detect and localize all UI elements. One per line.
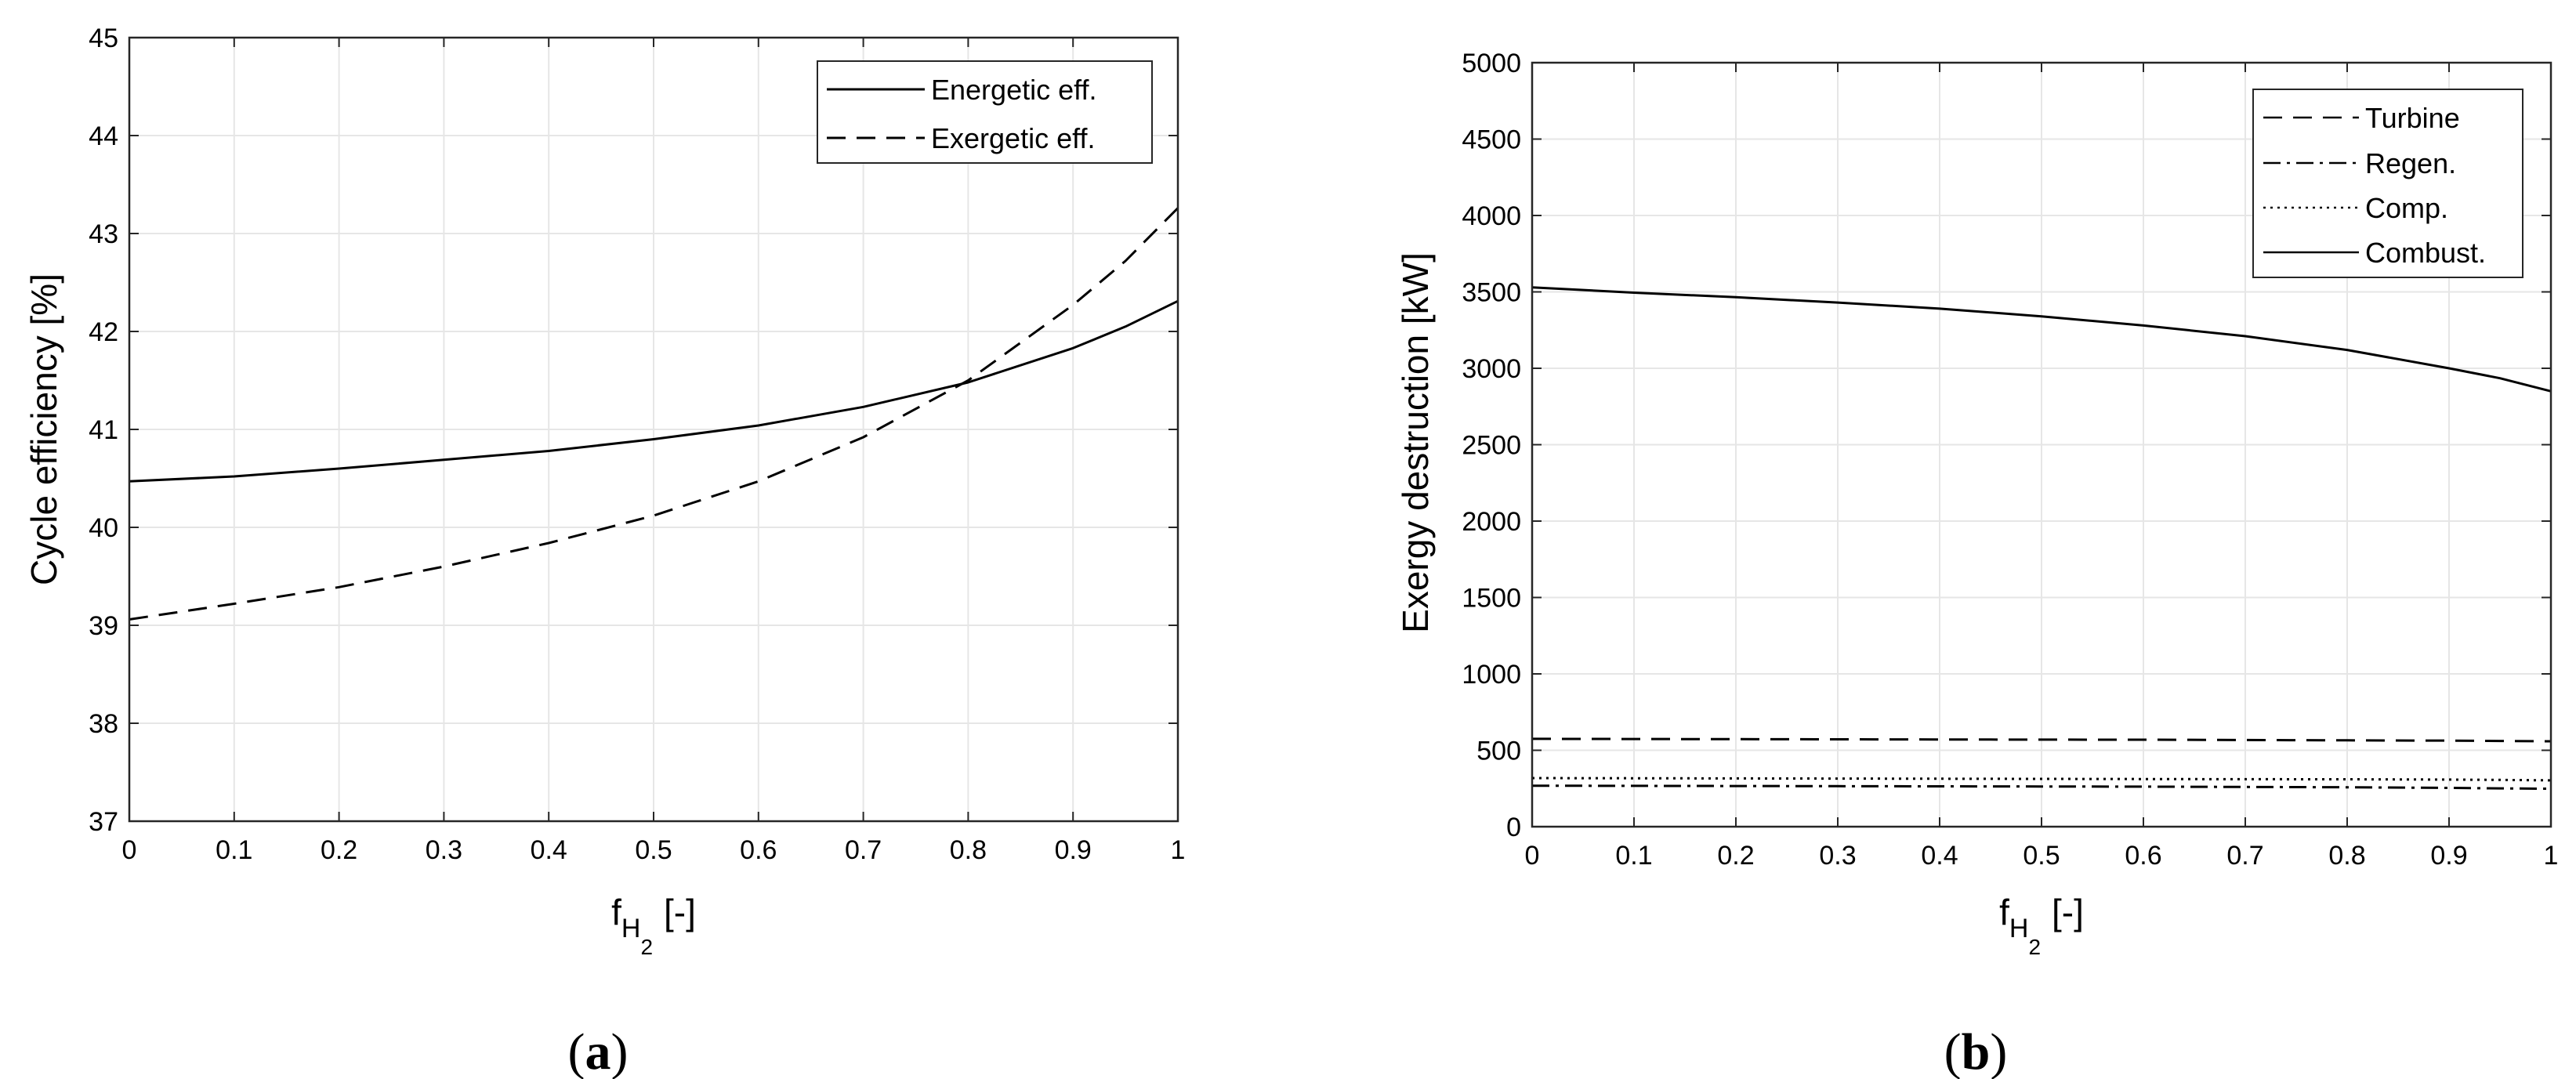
y-tick-label: 44	[89, 121, 118, 151]
legend-label-combust: Combust.	[2365, 237, 2486, 269]
y-tick-label: 39	[89, 611, 118, 641]
x-tick-label: 0.5	[635, 835, 672, 865]
y-tick-label: 0	[1506, 813, 1521, 842]
y-tick-label: 2000	[1462, 507, 1521, 537]
x-tick-label: 1	[2544, 841, 2559, 871]
x-tick-label: 0.8	[2328, 841, 2365, 871]
x-tick-label: 0.7	[2226, 841, 2263, 871]
x-tick-label: 0.4	[1921, 841, 1958, 871]
y-tick-labels: 0 500 1000 1500 2000 2500 3000 3500 4000 4500 5000	[1462, 49, 1521, 842]
series-layer	[129, 207, 1179, 621]
y-tick-label: 42	[89, 317, 118, 347]
legend-label-energetic-eff: Energetic eff.	[931, 74, 1096, 106]
series-line-regen	[1531, 784, 2552, 791]
x-axis-label: fH2[-]	[1999, 892, 2084, 959]
x-tick-label: 0.2	[321, 835, 357, 865]
y-tick-label: 4000	[1462, 201, 1521, 231]
panel-label-b: (b)	[1944, 1023, 2008, 1079]
y-tick-label: 43	[89, 219, 118, 249]
ticks	[1531, 62, 2552, 827]
y-tick-label: 4500	[1462, 125, 1521, 155]
y-tick-labels: 37 38 39 40 41 42 43 44 45	[89, 24, 118, 837]
y-tick-label: 2500	[1462, 431, 1521, 461]
y-tick-label: 37	[89, 807, 118, 837]
legend-label-exergetic-eff: Exergetic eff.	[931, 122, 1095, 154]
x-tick-labels: 0 0.1 0.2 0.3 0.4 0.5 0.6 0.7 0.8 0.9 1	[1525, 841, 2559, 871]
series-line-combust	[1531, 286, 2552, 393]
x-tick-label: 1	[1171, 835, 1186, 865]
y-tick-label: 45	[89, 24, 118, 53]
y-tick-label: 5000	[1462, 49, 1521, 78]
y-tick-label: 3000	[1462, 354, 1521, 384]
x-tick-label: 0.4	[531, 835, 567, 865]
x-tick-label: 0.9	[2430, 841, 2467, 871]
series-line-turbine	[1531, 737, 2552, 743]
x-tick-label: 0.6	[740, 835, 777, 865]
x-tick-labels: 0 0.1 0.2 0.3 0.4 0.5 0.6 0.7 0.8 0.9 1	[122, 835, 1186, 865]
x-tick-label: 0.9	[1055, 835, 1092, 865]
x-tick-label: 0.2	[1717, 841, 1754, 871]
y-tick-label: 3500	[1462, 278, 1521, 308]
x-tick-label: 0.1	[216, 835, 252, 865]
panel-label-a: (a)	[568, 1023, 629, 1079]
y-tick-label: 1000	[1462, 660, 1521, 690]
legend-box	[817, 60, 1153, 164]
y-tick-label: 40	[89, 513, 118, 543]
panel-a-cycle-efficiency: 0 0.1 0.2 0.3 0.4 0.5 0.6 0.7 0.8 0.9 1 37 38 39 40 41…	[24, 24, 1185, 1079]
legend-label-comp: Comp.	[2365, 192, 2448, 224]
x-tick-label: 0	[122, 835, 137, 865]
legend: Energetic eff. Exergetic eff.	[817, 60, 1153, 164]
y-axis-label: Cycle efficiency [%]	[24, 273, 64, 585]
x-tick-label: 0.7	[845, 835, 882, 865]
legend-box	[2252, 89, 2523, 278]
x-tick-label: 0.1	[1615, 841, 1652, 871]
series-line-exergetic-eff	[129, 207, 1179, 621]
y-tick-label: 38	[89, 709, 118, 739]
series-line-energetic-eff	[129, 299, 1179, 483]
x-tick-label: 0.5	[2023, 841, 2060, 871]
x-tick-label: 0.6	[2125, 841, 2161, 871]
series-line-comp	[1531, 777, 2552, 782]
y-tick-label: 500	[1476, 737, 1521, 766]
x-tick-label: 0.3	[1819, 841, 1856, 871]
panel-b-exergy-destruction: 0 0.1 0.2 0.3 0.4 0.5 0.6 0.7 0.8 0.9 1 0 500 1000 15…	[1395, 49, 2558, 1079]
x-tick-label: 0	[1525, 841, 1540, 871]
x-tick-label: 0.3	[426, 835, 462, 865]
y-axis-label: Exergy destruction [kW]	[1395, 252, 1436, 633]
series-layer	[1531, 286, 2552, 791]
legend: Turbine Regen. Comp. Combust.	[2252, 89, 2523, 278]
legend-label-regen: Regen.	[2365, 147, 2456, 179]
y-tick-label: 41	[89, 415, 118, 445]
x-tick-label: 0.8	[950, 835, 987, 865]
y-tick-label: 1500	[1462, 584, 1521, 614]
x-axis-label: fH2[-]	[611, 892, 696, 959]
ticks	[129, 37, 1179, 822]
legend-label-turbine: Turbine	[2365, 102, 2460, 134]
